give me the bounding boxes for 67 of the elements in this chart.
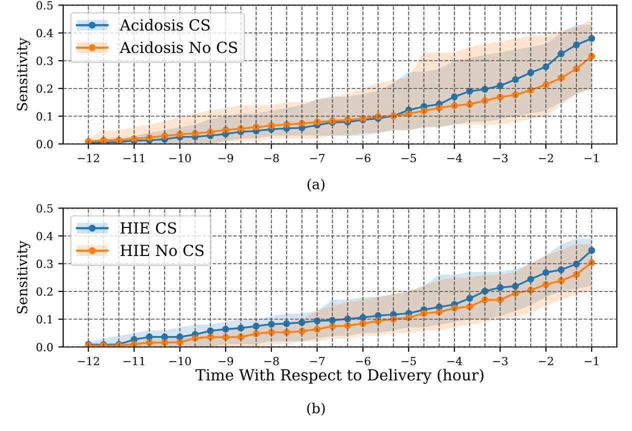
x-tick-label: −3 bbox=[493, 356, 508, 366]
text: (a) bbox=[308, 178, 324, 192]
y-tick-label: 0.4 bbox=[36, 232, 53, 240]
x-tick-label: −5 bbox=[402, 154, 416, 162]
x-tick-label: −12 bbox=[78, 154, 99, 162]
x-tick-label: −4 bbox=[447, 154, 462, 162]
text: (b) bbox=[307, 402, 325, 416]
legend-label: Acidosis No CS bbox=[120, 41, 238, 54]
point bbox=[542, 81, 550, 88]
x-tick-label: −9 bbox=[218, 154, 234, 162]
point bbox=[420, 107, 428, 114]
x-tick-label: −7 bbox=[310, 357, 325, 366]
x-tick-label: −8 bbox=[264, 356, 279, 366]
point bbox=[222, 326, 230, 333]
x-tick-label: −5 bbox=[402, 357, 416, 366]
y-tick-label: 0.1 bbox=[36, 315, 52, 324]
point bbox=[481, 97, 488, 104]
x-tick-label: −2 bbox=[538, 356, 554, 366]
point bbox=[512, 76, 519, 84]
point bbox=[542, 269, 550, 276]
point bbox=[268, 320, 275, 328]
legend-label: HIE No CS bbox=[120, 244, 204, 256]
point bbox=[588, 35, 596, 42]
point bbox=[252, 124, 260, 130]
point bbox=[450, 102, 458, 110]
point bbox=[496, 94, 504, 101]
point bbox=[572, 41, 580, 48]
legend-label: HIE CS bbox=[120, 222, 176, 234]
x-tick-label: −10 bbox=[169, 154, 191, 162]
y-tick-label: 0.0 bbox=[36, 342, 53, 352]
point bbox=[100, 136, 108, 144]
x-axis-title: Time With Respect to Delivery (hour) bbox=[196, 368, 484, 384]
point bbox=[450, 304, 458, 312]
x-tick-label: −6 bbox=[356, 154, 370, 162]
x-tick-label: −6 bbox=[356, 356, 370, 366]
legend-label: Acidosis CS bbox=[120, 18, 210, 31]
x-tick-label: −11 bbox=[124, 356, 144, 366]
x-tick-label: −3 bbox=[493, 154, 508, 162]
y-tick-label: 0.3 bbox=[36, 56, 53, 66]
x-tick-label: −8 bbox=[264, 154, 279, 162]
y-tick-label: 0.2 bbox=[36, 84, 52, 93]
x-tick-label: −12 bbox=[78, 356, 99, 366]
point bbox=[206, 128, 214, 136]
point bbox=[420, 310, 428, 317]
y-tick-label: 0.3 bbox=[36, 260, 53, 268]
y-tick-label: 0.0 bbox=[36, 140, 53, 148]
point bbox=[146, 134, 153, 142]
x-tick-label: −4 bbox=[447, 356, 462, 366]
y-tick-label: 0.5 bbox=[36, 1, 53, 10]
point bbox=[496, 284, 504, 292]
y-tick-label: 0.2 bbox=[36, 287, 52, 296]
x-tick-label: −2 bbox=[538, 154, 554, 162]
x-tick-label: −7 bbox=[310, 154, 325, 162]
x-tick-label: −11 bbox=[124, 154, 144, 162]
point bbox=[558, 50, 565, 58]
y-axis-title: Sensitivity bbox=[16, 240, 30, 314]
point bbox=[314, 118, 321, 126]
y-axis-title: Sensitivity bbox=[16, 38, 30, 110]
y-tick-label: 0.1 bbox=[36, 112, 52, 121]
point bbox=[314, 326, 321, 333]
y-tick-label: 0.4 bbox=[36, 28, 53, 38]
x-tick-label: −9 bbox=[218, 356, 234, 366]
x-tick-label: −1 bbox=[584, 154, 598, 162]
y-tick-label: 0.5 bbox=[36, 204, 53, 213]
x-tick-label: −10 bbox=[169, 356, 191, 366]
point bbox=[466, 294, 474, 302]
x-tick-label: −1 bbox=[584, 356, 598, 366]
